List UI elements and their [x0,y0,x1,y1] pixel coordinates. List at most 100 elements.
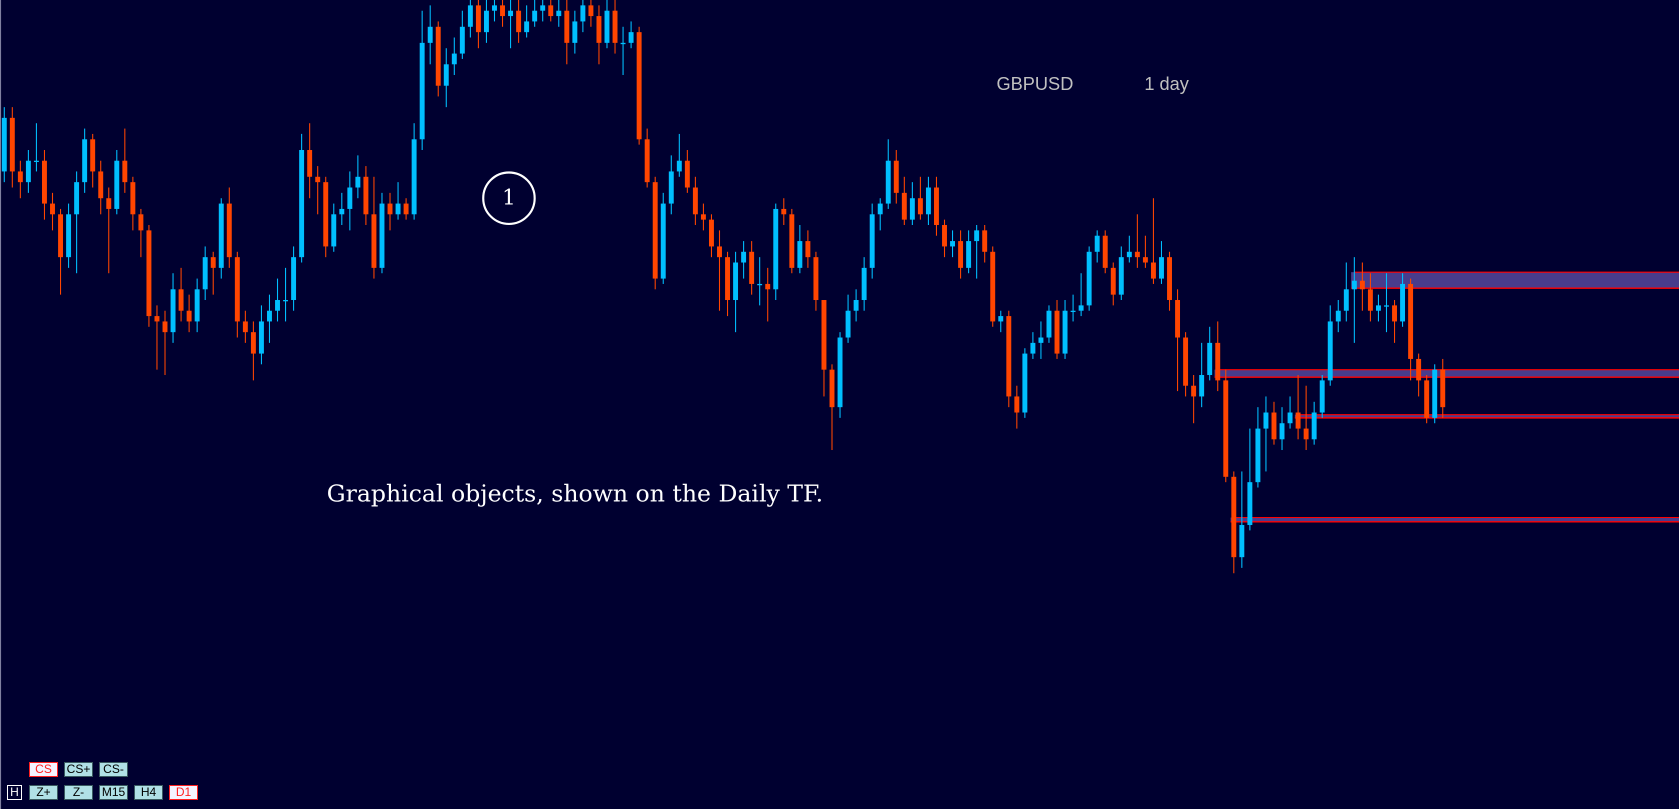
candle [17,160,23,199]
candle [323,176,329,258]
candle-body [853,300,859,311]
candle [459,10,465,59]
candle-body [427,26,433,43]
candle-body [130,182,136,215]
candle-body [210,257,216,268]
candle-body [1416,358,1422,381]
candle-body [1167,257,1172,301]
candle [483,0,489,43]
candle [1118,246,1124,301]
candle-body [821,300,827,370]
candle [813,251,819,311]
candle-body [1432,369,1438,418]
candle-body [660,203,666,279]
candle-body [837,337,843,408]
candle-body [339,208,345,215]
h-button[interactable]: H [7,785,22,800]
candle-body [1231,476,1237,558]
candle-body [596,16,602,43]
candle [684,150,690,193]
candle [588,0,594,27]
candle [1022,348,1028,418]
candle [347,171,353,231]
cs-plus-button[interactable]: CS+ [64,762,93,777]
candle [1343,262,1349,322]
zone-4[interactable] [1230,516,1679,523]
candle [130,176,136,231]
candle [620,26,626,76]
candle [934,176,939,236]
candle-body [684,160,690,188]
candle [1416,353,1422,397]
candle-body [1070,310,1076,313]
candle-body [893,160,899,193]
candle-body [122,160,128,183]
candle-body [307,150,313,177]
candle-body [500,5,505,17]
candle [74,171,80,274]
candle [1375,294,1381,322]
candle-body [106,198,112,209]
candle [427,5,433,65]
candle-body [869,214,875,268]
cs-minus-button[interactable]: CS- [99,762,128,777]
candle [725,251,730,317]
candle [1094,230,1100,263]
candle-body [154,316,160,322]
candle [901,176,907,226]
zoom-in-button[interactable]: Z+ [29,785,58,800]
zone-1[interactable] [1351,271,1679,289]
candle-body [1014,396,1020,413]
candle-body [483,10,489,33]
marker-circle [482,171,536,226]
m15-button[interactable]: M15 [99,785,128,800]
zone-3[interactable] [1294,414,1679,419]
candle [443,48,449,108]
candle [363,166,369,226]
candle-body [1086,251,1092,306]
candle-body [540,5,546,11]
candle [1062,300,1068,359]
candle-body [403,203,409,215]
candle [893,150,899,204]
candle-body [1183,337,1189,386]
candle [146,225,152,327]
candle [628,21,634,49]
candle-body [708,219,714,247]
candle-body [1311,412,1317,440]
h4-button[interactable]: H4 [134,785,163,800]
candle [291,246,297,311]
candle [1424,375,1430,424]
candle-body [564,10,570,43]
d1-button[interactable]: D1 [169,785,198,800]
candle [604,0,610,49]
candle-body [283,300,289,302]
candle [524,5,530,38]
candle-body [1279,423,1285,440]
candle-body [50,203,55,215]
candle [492,0,497,22]
candle-body [901,192,907,220]
candle [1078,273,1084,317]
candle [114,150,120,215]
candle-body [25,160,31,183]
candle [275,278,280,322]
candle-body [347,187,353,209]
candle [250,321,256,381]
candle-body [1263,412,1269,429]
candle-body [1392,305,1397,322]
timeframe-label: 1 day [1144,74,1189,94]
candle-body [604,10,610,43]
candle-body [797,241,803,268]
zone-2[interactable] [1214,369,1679,378]
zoom-out-button[interactable]: Z- [64,785,93,800]
cs-button[interactable]: CS [29,762,58,777]
candle-body [692,187,698,215]
candle-body [355,176,361,188]
candle [660,192,666,284]
candle-body [250,332,256,354]
candle-body [829,369,835,408]
candle-body [492,5,497,11]
candle-body [1199,375,1205,397]
